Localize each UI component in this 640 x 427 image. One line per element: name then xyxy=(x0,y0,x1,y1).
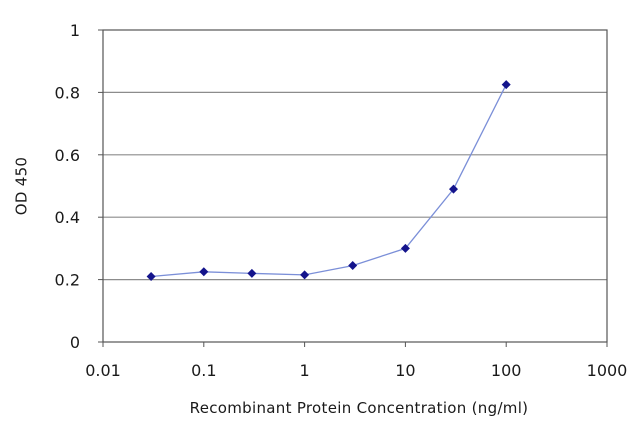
x-tick-label: 10 xyxy=(395,361,415,380)
x-tick-label: 0.01 xyxy=(85,361,121,380)
data-point xyxy=(199,267,209,277)
data-series xyxy=(146,80,511,281)
x-tick-label: 100 xyxy=(491,361,522,380)
data-point xyxy=(400,243,410,253)
y-tick-label: 1 xyxy=(70,21,80,40)
data-point xyxy=(146,271,156,281)
data-point xyxy=(448,184,458,194)
grid-lines xyxy=(103,91,607,281)
x-tick-label: 1000 xyxy=(587,361,628,380)
x-axis-ticks: 0.01 0.1 1 10 100 1000 xyxy=(85,342,627,380)
y-tick-label: 0.2 xyxy=(55,271,80,290)
y-axis-title: OD 450 xyxy=(13,157,31,216)
data-point xyxy=(247,268,257,278)
data-point xyxy=(501,80,511,90)
y-tick-label: 0 xyxy=(70,333,80,352)
y-axis-ticks: 0 0.2 0.4 0.6 0.8 1 xyxy=(55,21,103,352)
data-point xyxy=(348,261,358,271)
y-tick-label: 0.8 xyxy=(55,83,80,102)
plot-area-frame xyxy=(102,29,608,343)
y-tick-label: 0.4 xyxy=(55,208,80,227)
data-point xyxy=(300,270,310,280)
series-line xyxy=(151,84,507,278)
y-tick-label: 0.6 xyxy=(55,146,80,165)
x-tick-label: 0.1 xyxy=(191,361,216,380)
x-tick-label: 1 xyxy=(300,361,310,380)
x-axis-title: Recombinant Protein Concentration (ng/ml… xyxy=(190,399,529,417)
